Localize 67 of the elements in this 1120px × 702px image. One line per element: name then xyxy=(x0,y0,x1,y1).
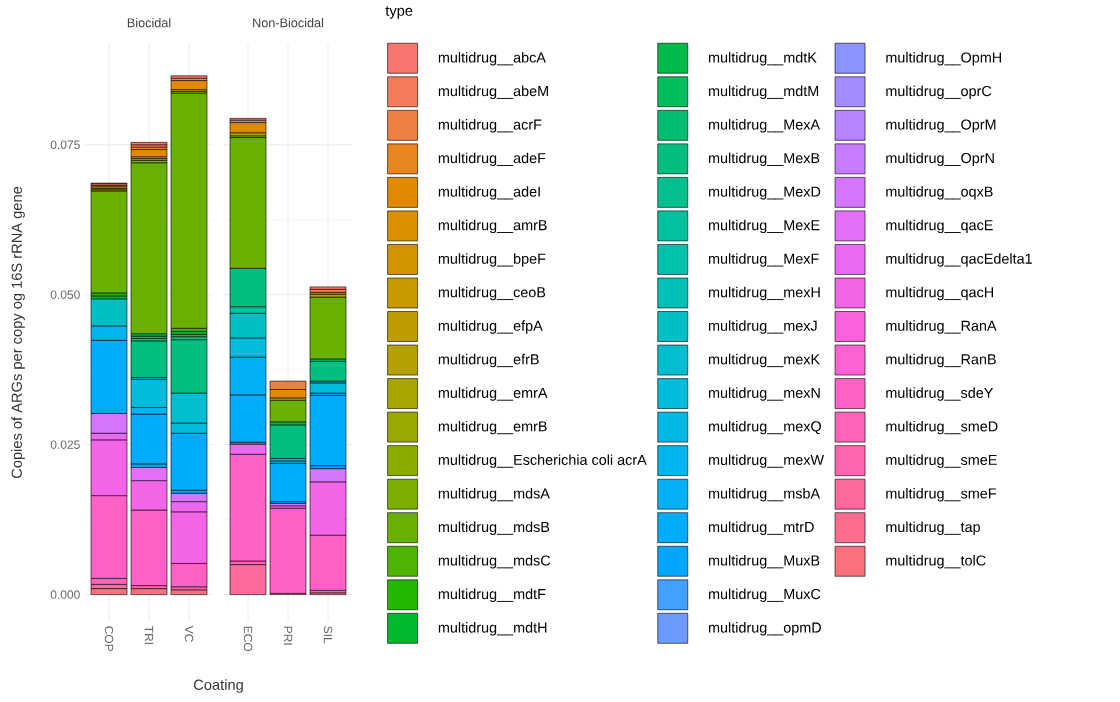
legend-label: multidrug__opmD xyxy=(709,622,821,636)
legend-label: multidrug__OpmH xyxy=(886,52,1001,66)
legend-label: multidrug__MuxB xyxy=(709,555,820,569)
legend-label: multidrug__MexA xyxy=(709,119,821,133)
legend-label: multidrug__smeF xyxy=(886,487,996,502)
x-axis-title: Coating xyxy=(193,679,243,693)
x-tick-label: ECO xyxy=(243,626,253,652)
legend-label: multidrug__MexD xyxy=(709,186,821,200)
legend-label: multidrug__tolC xyxy=(886,555,986,569)
legend-label: multidrug__mexH xyxy=(709,286,820,301)
legend-label: multidrug__mexJ xyxy=(709,320,817,334)
legend-label: multidrug__mexK xyxy=(709,353,820,368)
legend-label: multidrug__MuxC xyxy=(709,588,821,602)
legend-label: multidrug__msbA xyxy=(709,487,821,502)
legend-label: multidrug__emrA xyxy=(438,387,548,401)
x-tick-label: VC xyxy=(184,625,194,642)
legend-label: multidrug__efpA xyxy=(438,320,543,334)
legend-label: multidrug__mdtH xyxy=(438,622,547,636)
legend-label: multidrug__OprM xyxy=(886,119,996,133)
legend-label: multidrug__mexQ xyxy=(709,420,821,435)
legend-title: type xyxy=(385,6,413,19)
legend-label: multidrug__Escherichia coli acrA xyxy=(438,454,647,468)
legend-label: multidrug__efrB xyxy=(438,353,539,368)
legend-label: multidrug__oprC xyxy=(886,85,992,99)
legend-label: multidrug__RanB xyxy=(886,353,996,368)
legend-label: multidrug__acrF xyxy=(438,119,542,133)
legend-label: multidrug__oqxB xyxy=(886,186,993,200)
y-tick-label: 0.025 xyxy=(50,440,80,449)
chart-title: Biocidal xyxy=(127,17,171,28)
y-axis-title: Copies of ARGs per copy og 16S rRNA gene xyxy=(11,186,25,479)
legend-label: multidrug__smeE xyxy=(886,454,997,468)
y-tick-label: 0.075 xyxy=(50,140,80,150)
legend-label: multidrug__qacEdelta1 xyxy=(886,253,1032,267)
legend-label: multidrug__emrB xyxy=(438,420,547,435)
legend-label: multidrug__adeF xyxy=(438,152,546,167)
legend-label: multidrug__mdtK xyxy=(709,52,817,66)
legend-label: multidrug__mtrD xyxy=(709,521,814,535)
legend-label: multidrug__mexN xyxy=(709,387,820,401)
legend-label: multidrug__abcA xyxy=(438,52,546,66)
legend-label: multidrug__mdsC xyxy=(438,555,551,569)
x-tick-label: SIL xyxy=(323,626,333,644)
legend-label: multidrug__MexB xyxy=(709,152,820,167)
legend-label: multidrug__tap xyxy=(886,521,980,535)
legend-label: multidrug__OprN xyxy=(886,152,994,167)
legend-label: multidrug__MexE xyxy=(709,219,820,234)
y-tick-label: 0.000 xyxy=(50,590,80,599)
legend-label: multidrug__mdtM xyxy=(709,85,819,99)
legend-label: multidrug__mdtF xyxy=(438,588,546,602)
legend-label: multidrug__mdsA xyxy=(438,487,550,502)
legend-label: multidrug__bpeF xyxy=(438,253,546,267)
chart-title: Non-Biocidal xyxy=(253,17,324,28)
x-tick-label: PRI xyxy=(283,626,293,645)
y-tick-label: 0.050 xyxy=(50,290,80,299)
legend-label: multidrug__amrB xyxy=(438,219,547,234)
x-tick-label: COP xyxy=(104,626,114,652)
legend-label: multidrug__qacH xyxy=(886,286,993,301)
x-tick-label: TRI xyxy=(144,625,154,644)
legend-label: multidrug__MexF xyxy=(709,253,819,267)
legend-label: multidrug__qacE xyxy=(886,219,993,234)
legend-label: multidrug__sdeY xyxy=(886,387,994,401)
legend-label: multidrug__abeM xyxy=(438,85,548,99)
legend-label: multidrug__adeI xyxy=(438,186,540,200)
legend-label: multidrug__mexW xyxy=(709,454,825,468)
legend-label: multidrug__smeD xyxy=(886,420,998,435)
legend-label: multidrug__RanA xyxy=(886,320,997,334)
legend-label: multidrug__mdsB xyxy=(438,521,550,535)
legend-label: multidrug__ceoB xyxy=(438,286,546,301)
